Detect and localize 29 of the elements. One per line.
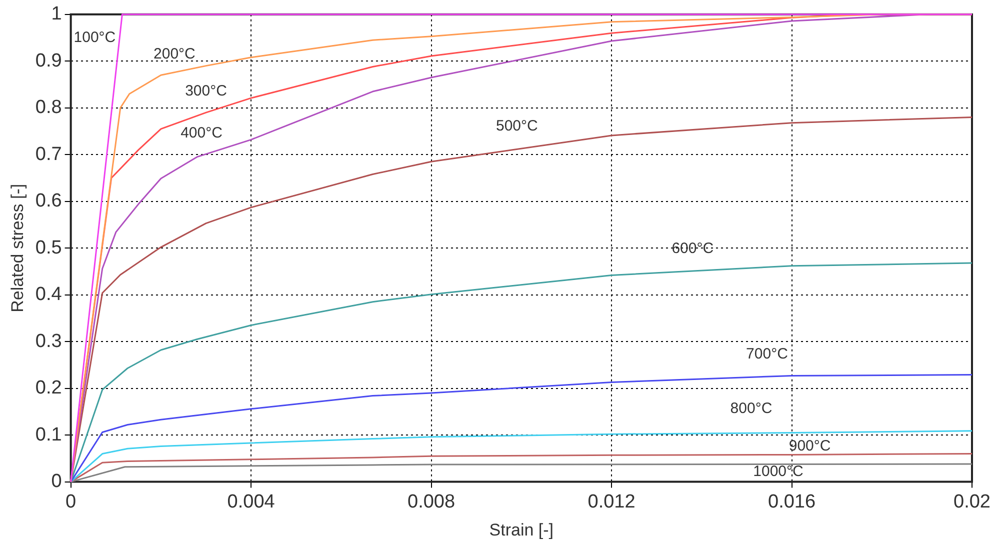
y-tick-label: 0.4 <box>35 284 62 306</box>
x-axis-title: Strain [-] <box>489 520 554 540</box>
series-label: 1000°C <box>753 463 804 480</box>
series-label: 700°C <box>746 345 788 362</box>
y-tick-label: 0.6 <box>35 190 62 212</box>
series-label: 400°C <box>180 124 223 142</box>
series-label: 200°C <box>154 45 196 62</box>
series-label: 100°C <box>74 28 116 46</box>
y-tick-label: 0 <box>51 471 62 492</box>
y-tick-label: 0.8 <box>35 97 62 118</box>
x-tick-label: 0.016 <box>768 491 816 512</box>
y-tick-label: 0.5 <box>35 237 62 258</box>
y-tick-label: 0.9 <box>35 50 62 72</box>
series-label: 900°C <box>788 437 831 454</box>
series-label: 500°C <box>496 118 538 135</box>
series-label: 600°C <box>672 240 714 258</box>
y-tick-label: 1 <box>51 4 62 25</box>
y-tick-label: 0.3 <box>35 330 62 352</box>
x-tick-label: 0.004 <box>227 491 276 512</box>
series-label: 300°C <box>185 82 228 100</box>
x-tick-label: 0.02 <box>954 491 990 512</box>
x-tick-label: 0.012 <box>588 491 636 512</box>
x-tick-label: 0.008 <box>408 491 456 512</box>
series-label: 800°C <box>730 400 772 418</box>
y-tick-label: 0.7 <box>35 144 62 165</box>
x-tick-label: 0 <box>66 491 76 512</box>
y-tick-label: 0.2 <box>35 378 62 399</box>
y-tick-label: 0.1 <box>35 424 62 446</box>
y-axis-title: Related stress [-] <box>8 184 27 312</box>
